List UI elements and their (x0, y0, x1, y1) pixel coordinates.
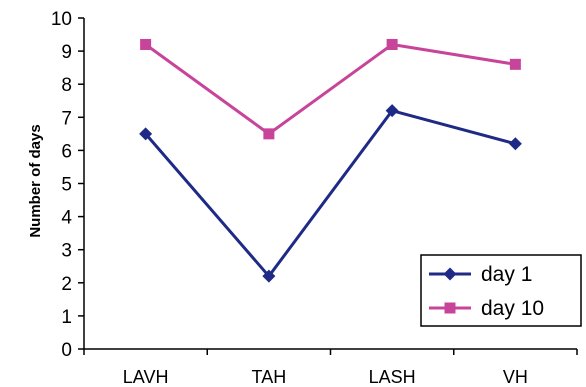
y-tick-label: 10 (51, 9, 72, 30)
data-point-diamond (385, 104, 399, 118)
legend-box (420, 254, 582, 327)
data-point-square (509, 58, 521, 70)
data-point-square (263, 128, 275, 140)
y-tick-label: 8 (61, 75, 72, 96)
legend-label: day 10 (481, 297, 544, 320)
y-tick-label: 7 (61, 108, 72, 129)
data-point-diamond (508, 137, 522, 151)
x-tick-label: LAVH (123, 367, 169, 387)
y-tick-label: 6 (61, 141, 72, 162)
legend-marker-square (444, 302, 456, 314)
data-point-diamond (262, 269, 276, 283)
y-tick-label: 4 (61, 208, 72, 229)
y-tick-label: 0 (61, 340, 72, 361)
y-tick-label: 1 (61, 307, 72, 328)
series-group (139, 38, 522, 283)
x-tick-label: LASH (369, 367, 416, 387)
legend: day 1 day 10 (420, 254, 582, 327)
y-axis-ticks: 0 1 2 3 4 5 6 7 8 9 10 (51, 9, 84, 361)
y-tick-label: 3 (61, 241, 72, 262)
y-axis-label: Number of days (27, 124, 44, 237)
x-tick-label: TAH (252, 367, 287, 387)
legend-marker-diamond (443, 267, 457, 281)
y-tick-label: 2 (61, 274, 72, 295)
data-point-diamond (139, 127, 153, 141)
data-point-square (140, 38, 152, 50)
y-tick-label: 9 (61, 42, 72, 63)
series-line-1 (144, 109, 516, 278)
y-tick-label: 5 (61, 175, 72, 196)
series-line-2 (144, 42, 516, 136)
x-tick-label: VH (503, 367, 528, 387)
x-axis-ticks: LAVH TAH LASH VH (83, 349, 578, 387)
legend-label: day 1 (481, 263, 532, 286)
data-point-square (386, 38, 398, 50)
